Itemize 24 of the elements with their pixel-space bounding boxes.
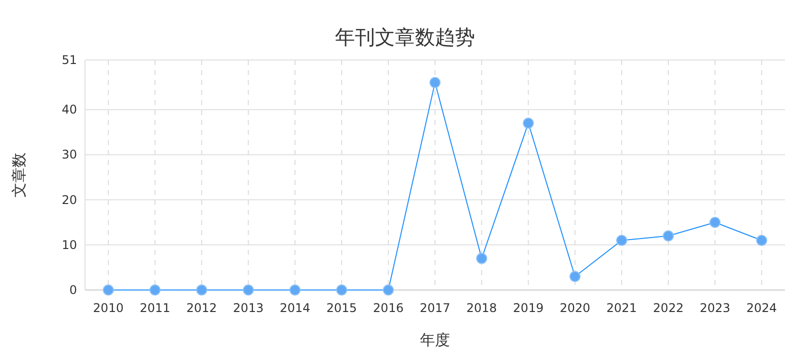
y-tick-label: 20 (62, 192, 77, 207)
x-tick-label: 2013 (233, 301, 264, 315)
x-tick-label: 2015 (326, 301, 357, 315)
y-tick-label: 40 (62, 102, 77, 117)
x-tick-label: 2011 (140, 301, 170, 315)
chart-title: 年刊文章数趋势 (335, 25, 475, 49)
y-tick-label: 10 (62, 238, 77, 252)
x-axis-title: 年度 (420, 331, 450, 349)
y-tick-label: 30 (62, 148, 77, 162)
x-tick-label: 2014 (280, 301, 310, 315)
x-tick-label: 2012 (186, 301, 217, 315)
x-tick-label: 2019 (513, 301, 544, 315)
x-tick-label: 2022 (653, 301, 684, 315)
x-tick-label: 2010 (93, 301, 124, 315)
y-tick-label: 0 (69, 283, 77, 297)
y-axis-title: 文章数 (10, 152, 28, 198)
x-tick-label: 2021 (606, 301, 637, 315)
x-tick-label: 2020 (560, 301, 590, 315)
x-tick-label: 2017 (420, 301, 450, 315)
y-tick-label: 51 (62, 53, 77, 67)
x-tick-label: 2018 (466, 301, 497, 315)
x-tick-label: 2024 (746, 301, 777, 315)
x-tick-label: 2016 (373, 301, 404, 315)
x-tick-label: 2023 (700, 301, 730, 315)
